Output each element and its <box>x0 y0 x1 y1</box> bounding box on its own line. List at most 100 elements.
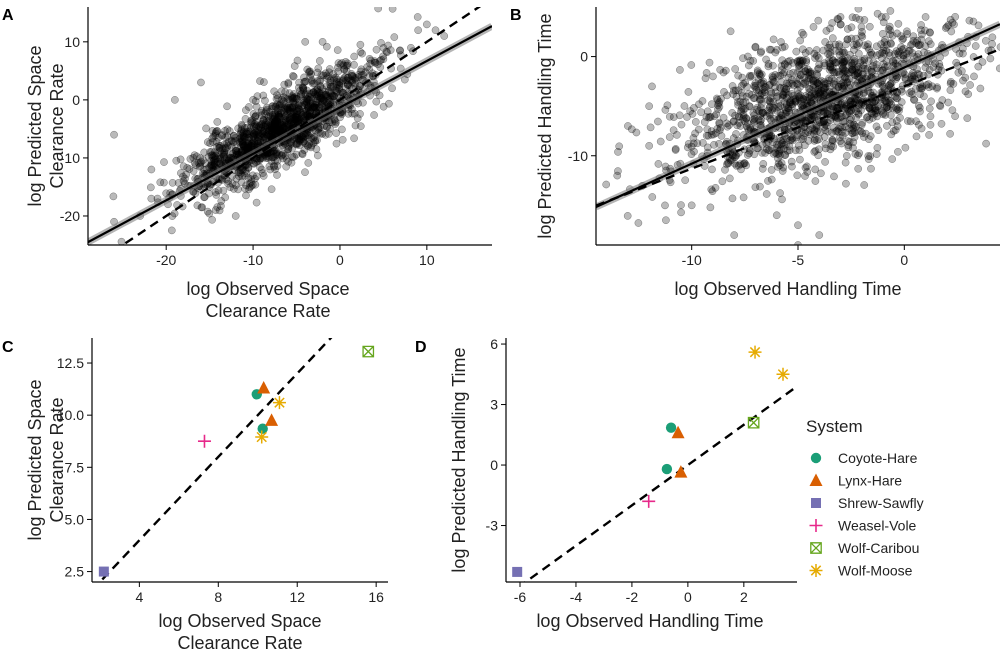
data-point <box>669 113 678 121</box>
data-point <box>215 159 224 168</box>
data-point <box>315 89 324 97</box>
data-point <box>199 156 207 164</box>
data-point <box>315 103 324 111</box>
data-point <box>271 129 280 138</box>
data-point <box>234 185 242 194</box>
data-point <box>767 45 775 54</box>
data-point <box>293 117 302 126</box>
data-point <box>311 86 320 95</box>
data-point <box>252 102 261 111</box>
data-point <box>771 149 780 157</box>
data-point <box>283 113 292 122</box>
data-point <box>909 37 918 45</box>
data-point <box>211 148 219 157</box>
data-point <box>250 139 259 147</box>
data-point <box>708 187 717 196</box>
data-point <box>284 105 292 114</box>
data-point <box>918 82 927 91</box>
data-point <box>297 135 305 144</box>
data-point <box>255 122 264 130</box>
data-point <box>826 43 835 52</box>
data-point <box>313 92 322 101</box>
data-point <box>256 77 264 85</box>
data-point <box>744 61 753 70</box>
data-point <box>299 133 308 142</box>
data-point <box>321 87 329 96</box>
data-point <box>928 82 937 91</box>
data-point <box>921 63 930 72</box>
data-point <box>838 131 847 140</box>
data-point <box>766 98 775 106</box>
data-point <box>329 92 337 100</box>
data-point <box>799 131 808 140</box>
data-point <box>268 120 277 129</box>
data-point <box>216 147 224 155</box>
data-point <box>316 95 324 104</box>
data-point <box>707 130 716 139</box>
data-point <box>333 46 342 54</box>
data-point <box>741 98 750 106</box>
data-point <box>821 120 829 129</box>
data-point <box>258 129 266 138</box>
data-point <box>226 153 235 162</box>
data-point <box>313 85 322 94</box>
data-point <box>852 13 860 22</box>
data-point <box>702 131 711 140</box>
data-point <box>244 174 253 182</box>
data-point <box>282 162 291 171</box>
data-point <box>318 97 327 106</box>
y-tick-label: -20 <box>60 208 80 224</box>
data-point <box>351 79 359 88</box>
data-point <box>310 79 318 88</box>
data-point <box>250 131 259 139</box>
data-point <box>348 71 356 80</box>
data-point <box>723 158 732 167</box>
data-point <box>918 84 926 93</box>
data-point <box>804 128 812 136</box>
data-point <box>440 32 449 40</box>
data-point <box>298 83 307 92</box>
data-point <box>303 110 312 119</box>
data-point <box>324 87 333 95</box>
data-point <box>851 75 860 84</box>
data-point <box>876 99 885 107</box>
data-point <box>719 68 728 77</box>
data-point <box>324 72 333 81</box>
data-point <box>244 142 253 150</box>
data-point <box>174 179 183 187</box>
data-point <box>852 34 860 43</box>
data-point <box>776 151 784 160</box>
data-point <box>252 130 261 139</box>
data-point <box>847 126 856 135</box>
data-point <box>322 122 331 131</box>
data-point <box>931 59 940 68</box>
data-point <box>788 136 797 145</box>
data-point <box>275 104 284 112</box>
data-point <box>771 83 779 91</box>
data-point <box>785 79 794 87</box>
data-point <box>839 47 847 55</box>
data-point <box>772 211 781 220</box>
data-point <box>799 101 807 110</box>
data-point <box>356 122 365 131</box>
data-point <box>209 132 218 141</box>
data-point <box>272 122 280 131</box>
data-point <box>396 46 404 55</box>
data-point <box>276 100 285 109</box>
data-point <box>917 21 925 29</box>
data-point <box>852 123 860 131</box>
data-point <box>287 158 296 167</box>
data-point <box>925 83 933 92</box>
data-point <box>208 134 217 143</box>
data-point <box>705 113 713 122</box>
data-point <box>291 115 300 124</box>
data-point <box>347 70 356 78</box>
data-point <box>705 113 714 121</box>
data-point <box>695 100 703 109</box>
data-point <box>254 135 263 144</box>
data-point <box>309 88 318 96</box>
data-point <box>305 68 313 77</box>
data-point <box>874 126 883 135</box>
data-point <box>229 149 237 158</box>
data-point <box>350 52 359 61</box>
